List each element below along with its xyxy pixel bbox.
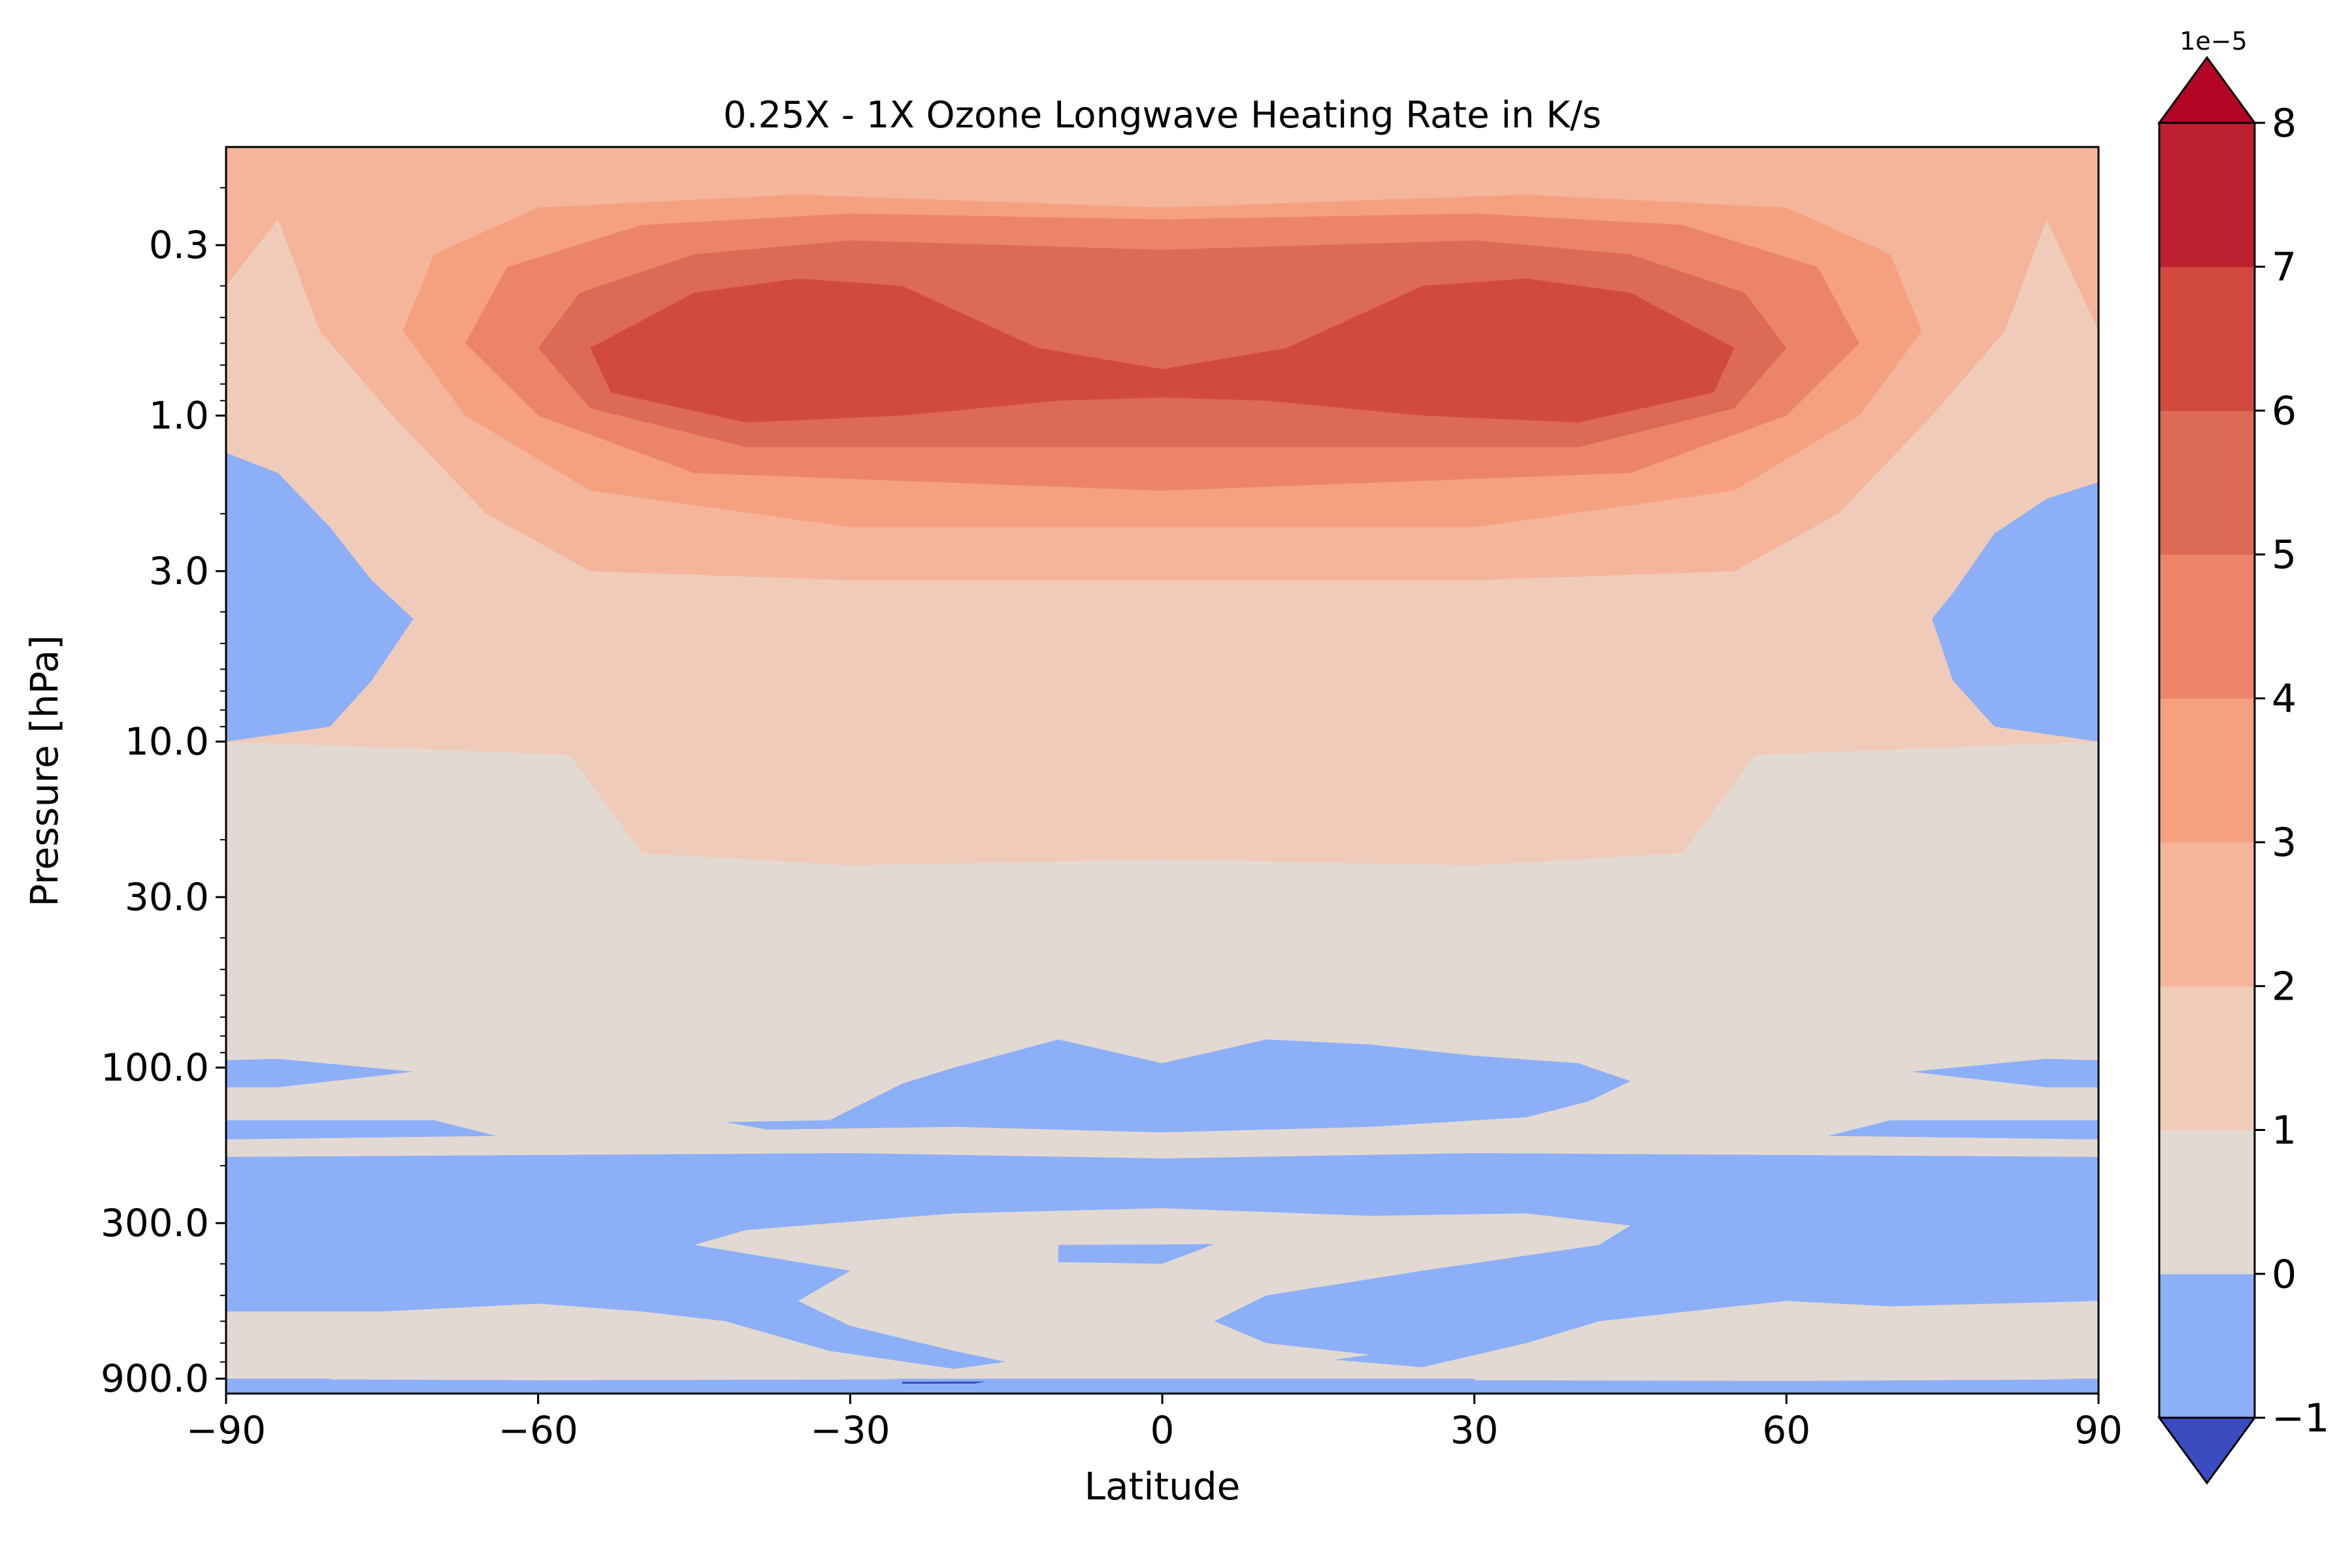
- contour-region-10: [1932, 482, 2099, 742]
- x-tick-label: 30: [1450, 1408, 1499, 1452]
- y-tick-label: 100.0: [101, 1045, 209, 1090]
- contour-region-8: [590, 278, 1735, 423]
- colorbar: −1 0 1 2 3 4 5 6 7 8: [2157, 56, 2329, 1485]
- colorbar-tick-label: 7: [2272, 244, 2296, 290]
- x-tick-label: −60: [498, 1408, 578, 1452]
- colorbar-segment: [2159, 267, 2255, 412]
- y-tick-label: 10.0: [125, 719, 209, 764]
- y-tick-label: 3.0: [149, 549, 209, 593]
- colorbar-tick-label: 4: [2272, 676, 2296, 722]
- contour-region-22: [330, 1373, 902, 1380]
- colorbar-segment: [2159, 123, 2255, 267]
- colorbar-segment: [2159, 1273, 2255, 1418]
- contour-region-24: [902, 1381, 986, 1384]
- y-axis: 0.3 1.0 3.0 10.0 30.0 100.0 300.0 900.0: [101, 187, 226, 1401]
- colorbar-tick-label: 6: [2272, 388, 2296, 434]
- x-axis: −90 −60 −30 0 30 60 90: [186, 1394, 2123, 1452]
- contour-region-20: [226, 1350, 694, 1365]
- y-tick-label: 300.0: [101, 1201, 209, 1245]
- colorbar-frame: [2158, 122, 2256, 1419]
- colorbar-tick-label: 2: [2272, 964, 2296, 1009]
- colorbar-segment: [2159, 986, 2255, 1131]
- contour-region-13: [226, 1120, 497, 1139]
- colorbar-tick-label: 1: [2272, 1108, 2296, 1154]
- x-axis-label: Latitude: [1085, 1464, 1241, 1509]
- contour-plot-area: [226, 147, 2099, 1394]
- contour-region-17: [226, 1379, 2099, 1394]
- contour-region-14: [1828, 1120, 2099, 1139]
- contour-region-1: [226, 580, 2099, 866]
- y-tick-label: 1.0: [149, 393, 209, 438]
- contour-region-11: [226, 1058, 414, 1088]
- x-tick-label: 90: [2074, 1408, 2123, 1452]
- colorbar-segment: [2159, 554, 2255, 699]
- contour-region-21: [1630, 1354, 2099, 1367]
- colorbar-segment: [2159, 410, 2255, 555]
- contour-region-18: [694, 1208, 1631, 1362]
- contour-region-23: [1474, 1375, 2078, 1381]
- colorbar-extend-min: [2157, 1416, 2257, 1485]
- colorbar-tick-label: 3: [2272, 820, 2296, 866]
- x-tick-label: −90: [186, 1408, 266, 1452]
- colorbar-segment: [2159, 698, 2255, 843]
- y-tick-label: 0.3: [149, 223, 209, 267]
- y-tick-label: 900.0: [101, 1356, 209, 1401]
- colorbar-tick-label: 8: [2272, 101, 2296, 146]
- y-axis-label: Pressure [hPa]: [22, 635, 67, 907]
- contour-region-15: [725, 1039, 1631, 1133]
- contour-region-12: [1911, 1058, 2099, 1088]
- colorbar-extend-max: [2157, 56, 2257, 124]
- contour-region-9: [226, 453, 414, 742]
- y-tick-label: 30.0: [125, 875, 209, 919]
- colorbar-tick-label: 5: [2272, 532, 2296, 578]
- colorbar-tick-label: 0: [2272, 1252, 2296, 1298]
- colorbar-segment: [2159, 1130, 2255, 1275]
- contour-region-19: [1058, 1244, 1215, 1264]
- contour-region-3: [226, 219, 2099, 581]
- colorbar-tick-label: −1: [2272, 1396, 2329, 1441]
- colorbar-segment: [2159, 842, 2255, 987]
- x-tick-label: 0: [1151, 1408, 1175, 1452]
- chart-title: 0.25X - 1X Ozone Longwave Heating Rate i…: [723, 94, 1601, 137]
- x-tick-label: 60: [1762, 1408, 1810, 1452]
- colorbar-scale-label: 1e−5: [2180, 27, 2247, 56]
- x-tick-label: −30: [810, 1408, 890, 1452]
